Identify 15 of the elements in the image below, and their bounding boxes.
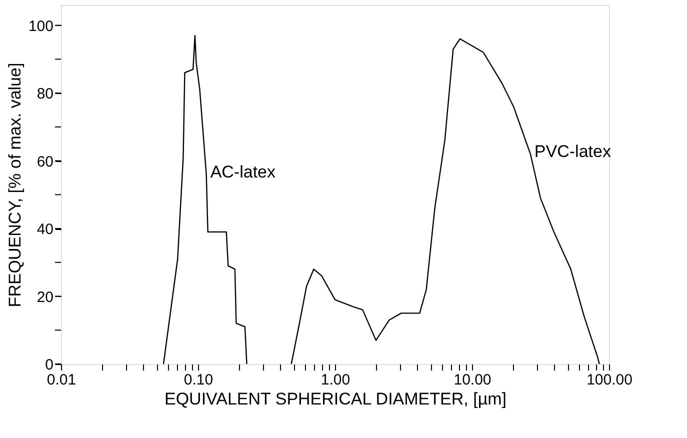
y-tick-label: 40 bbox=[36, 221, 54, 238]
y-tick-label: 100 bbox=[28, 18, 54, 35]
x-axis-title: EQUIVALENT SPHERICAL DIAMETER, [µm] bbox=[164, 390, 506, 408]
x-tick-label: 100.00 bbox=[586, 372, 632, 388]
x-tick-label: 0.10 bbox=[184, 372, 214, 388]
y-tick-label: 20 bbox=[36, 288, 54, 306]
x-tick-label: 0.01 bbox=[46, 372, 76, 388]
x-tick-label: 1.00 bbox=[320, 372, 350, 388]
series-label: AC-latex bbox=[210, 162, 276, 182]
series-label: PVC-latex bbox=[534, 142, 612, 162]
x-tick-label: 10.00 bbox=[454, 372, 492, 388]
y-tick-label: 80 bbox=[36, 86, 54, 103]
y-tick-label: 60 bbox=[36, 153, 54, 170]
y-tick-label: 0 bbox=[45, 356, 54, 374]
y-axis-title: FREQUENCY, [% of max. value] bbox=[5, 62, 24, 308]
